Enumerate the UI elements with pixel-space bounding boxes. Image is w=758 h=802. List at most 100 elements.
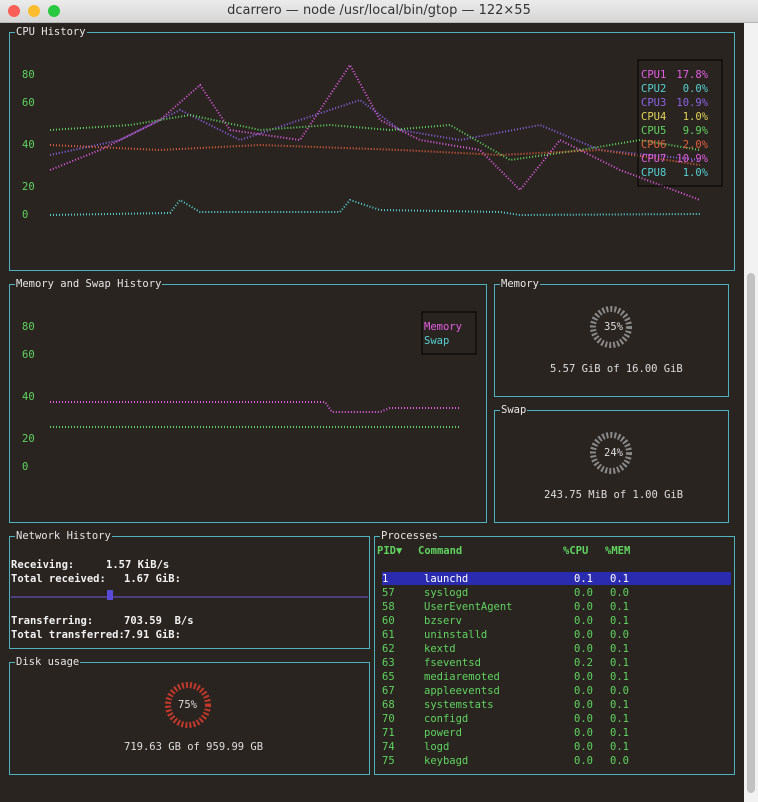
process-cell[interactable]: 0.1 [610, 741, 629, 753]
process-cell[interactable]: 0.0 [610, 629, 629, 641]
cpu-line [49, 98, 701, 161]
process-cell[interactable]: 63 [382, 657, 395, 669]
process-cell[interactable]: logd [424, 741, 450, 753]
close-button[interactable] [8, 5, 20, 17]
process-cell[interactable]: 74 [382, 741, 395, 753]
process-cell[interactable]: 70 [382, 713, 395, 725]
y-tick-label: 80 [22, 69, 35, 81]
process-cell[interactable]: 0.1 [610, 699, 629, 711]
cpu-line [49, 63, 701, 201]
cpu-line [49, 198, 701, 217]
process-cell[interactable]: 0.1 [574, 573, 593, 585]
process-cell[interactable]: 0.0 [574, 713, 593, 725]
panel-title: CPU History [15, 26, 87, 38]
process-cell[interactable]: 0.0 [574, 671, 593, 683]
process-cell[interactable]: 0.0 [610, 587, 629, 599]
process-cell[interactable]: 0.0 [574, 601, 593, 613]
scrollbar[interactable] [744, 23, 758, 802]
process-cell[interactable]: appleeventsd [424, 685, 500, 697]
process-cell[interactable]: 61 [382, 629, 395, 641]
process-cell[interactable]: 60 [382, 615, 395, 627]
process-cell[interactable]: fseventsd [424, 657, 481, 669]
legend-name: CPU3 [641, 97, 667, 109]
memory-history-panel: Memory and Swap History [9, 278, 487, 523]
minimize-button[interactable] [28, 5, 40, 17]
panel-title: Processes [380, 530, 439, 542]
process-cell[interactable]: bzserv [424, 615, 462, 627]
process-cell[interactable]: 0.2 [574, 657, 593, 669]
memory-panel: Memory [494, 278, 729, 397]
y-tick-label: 0 [22, 461, 29, 473]
swap-percent: 24% [604, 447, 623, 459]
process-cell[interactable]: 0.0 [574, 629, 593, 641]
process-cell[interactable]: 68 [382, 699, 395, 711]
disk-percent: 75% [178, 699, 197, 711]
column-header: Command [418, 545, 463, 557]
y-tick-label: 20 [22, 181, 35, 193]
legend-name: CPU8 [641, 167, 667, 179]
legend-name: Swap [424, 335, 450, 347]
y-tick-label: 80 [22, 321, 35, 333]
process-cell[interactable]: systemstats [424, 699, 494, 711]
title-bar: dcarrero — node /usr/local/bin/gtop — 12… [0, 0, 758, 23]
process-cell[interactable]: 0.1 [610, 573, 629, 585]
legend-value: 10.9% [676, 153, 708, 165]
process-cell[interactable]: UserEventAgent [424, 601, 513, 613]
panel-title: Disk usage [15, 656, 81, 668]
process-cell[interactable]: 0.1 [610, 601, 629, 613]
process-cell[interactable]: 0.0 [574, 741, 593, 753]
process-cell[interactable]: 0.0 [574, 755, 593, 767]
legend-value: 9.9% [682, 125, 708, 137]
zoom-button[interactable] [48, 5, 60, 17]
process-cell[interactable]: mediaremoted [424, 671, 500, 683]
process-cell[interactable]: 0.0 [574, 727, 593, 739]
transferring-label: Transferring: [11, 615, 94, 627]
process-cell[interactable]: powerd [424, 727, 462, 739]
process-cell[interactable]: keybagd [424, 755, 469, 767]
process-cell[interactable]: launchd [424, 573, 469, 585]
cpu-plot [49, 63, 701, 217]
process-cell[interactable]: kextd [424, 643, 456, 655]
column-header: PID▼ [377, 545, 403, 557]
process-cell[interactable]: 62 [382, 643, 395, 655]
process-cell[interactable]: 0.0 [610, 755, 629, 767]
process-cell[interactable]: 0.0 [574, 685, 593, 697]
cpu-line [49, 113, 701, 162]
process-cell[interactable]: 0.1 [610, 727, 629, 739]
y-tick-label: 60 [22, 97, 35, 109]
legend-value: 1.0% [682, 167, 708, 179]
process-cell[interactable]: syslogd [424, 587, 469, 599]
process-cell[interactable]: 67 [382, 685, 395, 697]
cpu-history-panel: CPU History [9, 26, 735, 271]
process-cell[interactable]: 58 [382, 601, 395, 613]
legend-name: CPU2 [641, 83, 667, 95]
panel-title: Memory and Swap History [15, 278, 163, 290]
process-cell[interactable]: 0.0 [574, 615, 593, 627]
process-cell[interactable]: 0.0 [574, 699, 593, 711]
process-cell[interactable]: uninstalld [424, 629, 488, 641]
process-cell[interactable]: 0.1 [610, 671, 629, 683]
process-cell[interactable]: 0.0 [574, 587, 593, 599]
process-cell[interactable]: 0.1 [610, 657, 629, 669]
process-cell[interactable]: 0.0 [610, 685, 629, 697]
process-cell[interactable]: 1 [382, 573, 389, 585]
donuts [165, 306, 632, 728]
receiving-value: 1.57 KiB/s [106, 559, 170, 571]
process-cell[interactable]: 57 [382, 587, 395, 599]
process-cell[interactable]: 75 [382, 755, 395, 767]
process-cell[interactable]: 0.1 [610, 713, 629, 725]
total-received-label: Total received: [11, 573, 106, 585]
process-cell[interactable]: 0.0 [574, 643, 593, 655]
process-cell[interactable]: 65 [382, 671, 395, 683]
process-cell[interactable]: 0.1 [610, 615, 629, 627]
process-cell[interactable]: configd [424, 713, 469, 725]
legend-name: CPU5 [641, 125, 667, 137]
process-cell[interactable]: 71 [382, 727, 395, 739]
scroll-thumb[interactable] [747, 273, 755, 793]
process-cell[interactable]: 0.1 [610, 643, 629, 655]
column-header: %CPU [563, 545, 589, 557]
legend-value: 2.0% [682, 139, 708, 151]
y-tick-label: 20 [22, 433, 35, 445]
